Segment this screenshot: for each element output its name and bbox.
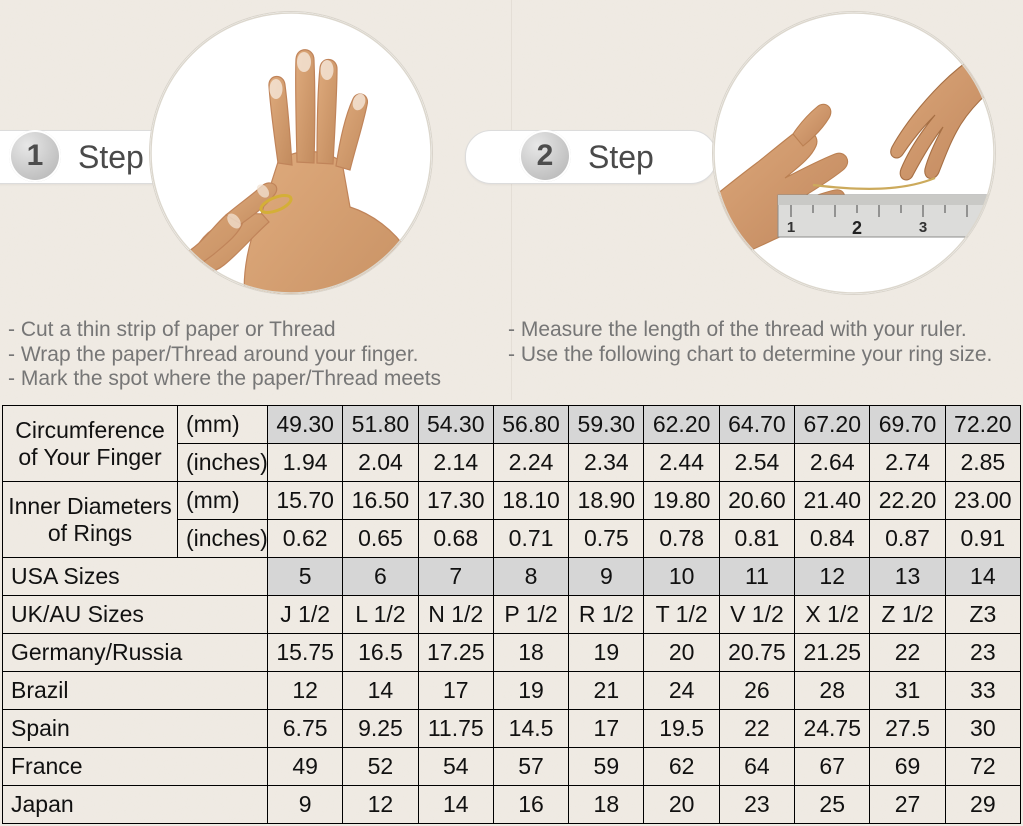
svg-text:2: 2 bbox=[852, 218, 862, 238]
svg-text:1: 1 bbox=[787, 219, 795, 236]
svg-text:3: 3 bbox=[919, 219, 927, 236]
